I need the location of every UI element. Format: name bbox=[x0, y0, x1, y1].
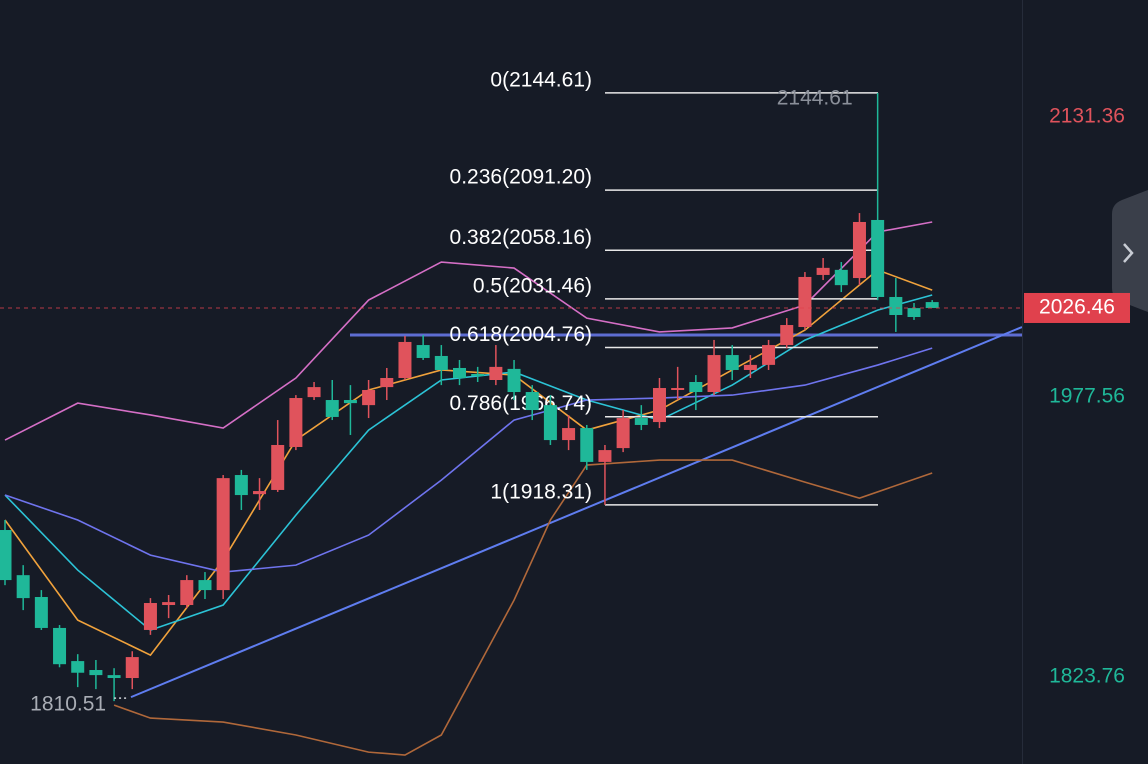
candle-body bbox=[343, 400, 357, 404]
fib-label: 0.618(2004.76) bbox=[450, 323, 592, 346]
candle-body bbox=[852, 221, 866, 279]
last-price-badge bbox=[1024, 292, 1130, 323]
candle-body bbox=[580, 428, 594, 462]
candle-body bbox=[453, 367, 467, 378]
candle-body bbox=[907, 308, 921, 318]
candle-body bbox=[671, 388, 685, 391]
candle-body bbox=[362, 390, 376, 406]
candle-body bbox=[198, 580, 212, 591]
candle-body bbox=[0, 530, 12, 581]
candle-body bbox=[325, 400, 339, 417]
candle-body bbox=[234, 475, 248, 496]
y-tick-label: 2131.36 bbox=[1049, 105, 1125, 128]
candle-body bbox=[416, 345, 430, 358]
candle-body bbox=[562, 428, 576, 441]
fib-label: 0.382(2058.16) bbox=[450, 226, 592, 249]
fib-label: 0.5(2031.46) bbox=[473, 274, 592, 297]
candle-body bbox=[598, 450, 612, 462]
y-tick-label: 1823.76 bbox=[1049, 665, 1125, 688]
candle-body bbox=[289, 398, 303, 447]
y-tick-label: 1977.56 bbox=[1049, 385, 1125, 408]
candle-body bbox=[380, 377, 394, 388]
candle-body bbox=[180, 580, 194, 606]
candle-body bbox=[216, 478, 230, 591]
indicator-line bbox=[4, 221, 933, 441]
candle-body bbox=[507, 368, 521, 393]
candle-body bbox=[834, 269, 848, 286]
candle-body bbox=[652, 388, 666, 423]
high-label: 2144.61 bbox=[777, 86, 853, 109]
candle-body bbox=[307, 387, 321, 398]
candle-body bbox=[798, 276, 812, 328]
candle-body bbox=[525, 392, 539, 411]
candle-body bbox=[543, 405, 557, 441]
fib-label: 0.236(2091.20) bbox=[450, 166, 592, 189]
candle-body bbox=[689, 382, 703, 393]
candle-body bbox=[89, 670, 103, 676]
last-price-label: 2026.46 bbox=[1039, 296, 1115, 319]
fib-label: 0.786(1966.74) bbox=[450, 392, 592, 415]
candle-body bbox=[889, 296, 903, 316]
indicator-line bbox=[113, 459, 933, 756]
candle-body bbox=[34, 597, 48, 628]
candle-body bbox=[471, 373, 485, 376]
candle-body bbox=[489, 366, 503, 380]
candle-body bbox=[398, 341, 412, 378]
fib-label: 1(1918.31) bbox=[490, 480, 592, 503]
trendline bbox=[130, 326, 1022, 699]
candle-body bbox=[780, 325, 794, 346]
candle-body bbox=[743, 364, 757, 370]
candle-body bbox=[125, 657, 139, 679]
fib-label: 0(2144.61) bbox=[490, 68, 592, 91]
candle-body bbox=[616, 418, 630, 449]
candle-body bbox=[634, 418, 648, 425]
candle-body bbox=[871, 219, 885, 297]
candle-body bbox=[53, 627, 67, 665]
side-tab[interactable] bbox=[1112, 190, 1148, 312]
candle-body bbox=[725, 355, 739, 370]
candle-body bbox=[107, 675, 121, 679]
candle-body bbox=[162, 602, 176, 606]
candle-body bbox=[434, 355, 448, 370]
candle-body bbox=[762, 345, 776, 365]
indicator-line bbox=[4, 347, 933, 573]
candle-body bbox=[925, 302, 939, 308]
plot: 0(2144.61) 0.236(2091.20) 0.382(2058.16) 0.… bbox=[0, 68, 1022, 756]
candle-body bbox=[16, 575, 30, 599]
candle-body bbox=[253, 491, 267, 495]
candle-body bbox=[271, 444, 285, 490]
candle-body bbox=[707, 355, 721, 393]
candle-body bbox=[816, 267, 830, 275]
candle-body bbox=[71, 661, 85, 673]
candle-body bbox=[143, 603, 157, 630]
chevron[interactable] bbox=[1123, 243, 1134, 263]
low-label: 1810.51 bbox=[30, 693, 106, 716]
